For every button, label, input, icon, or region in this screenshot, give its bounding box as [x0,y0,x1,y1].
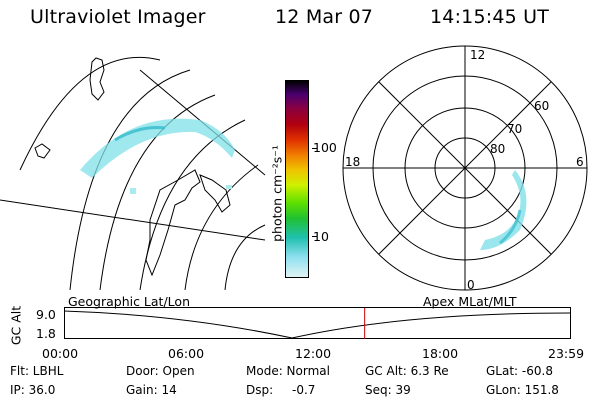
geographic-map [0,56,266,290]
x-tick-1200: 12:00 [295,346,332,361]
mlt-label-18: 18 [345,155,360,169]
info-glat: GLat: -60.8 [486,364,553,378]
info-ip: IP: 36.0 [10,383,56,397]
mlt-label-0: 0 [467,278,475,292]
date-label: 12 Mar 07 [275,6,374,28]
mlt-label-6: 6 [576,155,584,169]
info-flt: Flt: LBHL [10,364,64,378]
info-dsp-value: -0.7 [292,383,316,397]
latitude-arc [184,164,259,290]
altitude-timeline [64,307,571,339]
aurora-oval [480,170,527,250]
altitude-curve [64,310,571,339]
info-gain: Gain: 14 [126,383,177,397]
x-tick-2359: 23:59 [548,346,585,361]
timeline-left-caption: Geographic Lat/Lon [68,294,190,309]
colorbar-tick-10: 10 [313,229,329,244]
mlt-label-12: 12 [470,48,485,62]
info-mode: Mode: Normal [246,364,330,378]
lat-label-70: 70 [507,122,522,136]
instrument-title: Ultraviolet Imager [30,6,206,28]
colorbar-tick-100: 100 [313,140,337,155]
meridian-line [0,199,266,241]
latitude-arc [19,56,161,171]
x-tick-0600: 06:00 [168,346,205,361]
time-label: 14:15:45 UT [430,6,550,28]
info-seq: Seq: 39 [365,383,411,397]
info-gc-alt: GC Alt: 6.3 Re [365,364,449,378]
latitude-arc [69,69,191,290]
timeline-axis-label: GC Alt [8,305,24,346]
timeline-y-bottom: 1.8 [36,326,56,341]
timeline-y-top: 9.0 [36,307,56,322]
lat-label-60: 60 [534,99,549,113]
latitude-arc [99,94,216,290]
aurora-emission [80,118,235,194]
lat-label-80: 80 [490,142,505,156]
timeline-right-caption: Apex MLat/MLT [423,294,517,309]
x-tick-1800: 18:00 [422,346,459,361]
coastline [34,57,231,277]
colorbar [285,80,309,278]
info-dsp-label: Dsp: [246,383,274,397]
colorbar-unit-label: photon cm⁻²s⁻¹ [269,145,285,242]
info-glon: GLon: 151.8 [486,383,559,397]
x-tick-0000: 00:00 [42,346,79,361]
latitude-arc [224,224,266,290]
info-door: Door: Open [126,364,195,378]
polar-plot: 12 18 6 0 60 70 80 [342,45,588,292]
mlt-line-diag [378,81,552,255]
